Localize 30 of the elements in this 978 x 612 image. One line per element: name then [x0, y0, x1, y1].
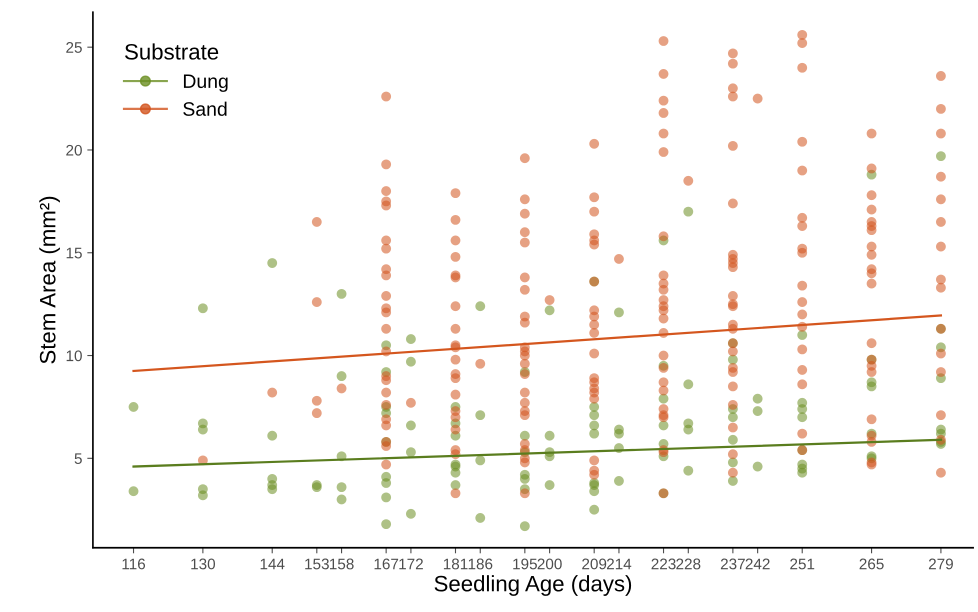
x-tick-label: 116 [122, 558, 146, 570]
x-tick-label: 172 [399, 558, 423, 570]
x-tick-label: 265 [860, 558, 884, 570]
x-tick-label: 130 [191, 558, 216, 570]
x-tick-label: 181 [444, 558, 468, 570]
x-tick-label: 242 [746, 558, 770, 570]
legend-label: Dung [184, 74, 228, 92]
y-tick-label: 25 [66, 42, 82, 53]
x-tick-label: 144 [260, 558, 285, 570]
x-tick-label: 186 [468, 558, 492, 570]
x-tick-label: 158 [330, 558, 354, 570]
x-tick-label: 209 [582, 558, 606, 570]
y-tick-label: 5 [74, 453, 82, 464]
y-tick-label: 10 [66, 350, 82, 362]
x-tick-label: 223 [652, 558, 676, 570]
y-tick-label: 15 [66, 248, 82, 258]
x-tick-label: 228 [676, 558, 700, 570]
legend-title: Substrate [125, 43, 218, 60]
x-axis-title: Seedling Age (days) [434, 575, 632, 596]
x-tick-label: 195 [513, 558, 537, 570]
x-tick-label: 200 [538, 558, 562, 570]
x-tick-label: 237 [720, 558, 745, 570]
y-axis-title: Stem Area (mm²) [39, 196, 60, 364]
x-tick-label: 214 [606, 558, 632, 570]
x-tick-label: 153 [305, 558, 329, 570]
x-tick-label: 167 [374, 558, 398, 570]
y-tick-label: 20 [66, 144, 82, 156]
x-tick-label: 279 [928, 558, 953, 570]
x-tick-label: 251 [790, 558, 814, 570]
legend-label: Sand [183, 102, 227, 116]
